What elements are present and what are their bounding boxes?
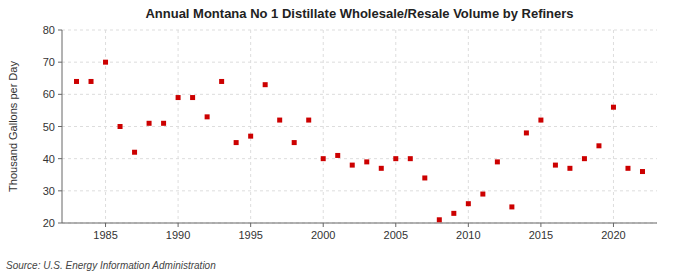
point — [176, 95, 181, 100]
y-tick — [58, 158, 62, 159]
point — [205, 114, 210, 119]
point — [74, 79, 79, 84]
point — [248, 134, 253, 139]
y-grid-line — [62, 158, 657, 159]
point — [161, 121, 166, 126]
y-grid-line — [62, 223, 657, 224]
y-tick — [58, 62, 62, 63]
point — [393, 156, 398, 161]
chart-svg: 1985199019952000200520102015202020304050… — [0, 0, 675, 275]
point — [437, 217, 442, 222]
y-tick-label: 50 — [43, 121, 55, 133]
point — [321, 156, 326, 161]
point — [103, 60, 108, 65]
x-tick-label: 2005 — [384, 229, 408, 241]
point — [408, 156, 413, 161]
source-note: Source: U.S. Energy Information Administ… — [6, 260, 216, 271]
y-tick-label: 80 — [43, 24, 55, 36]
point — [190, 95, 195, 100]
point — [582, 156, 587, 161]
points — [74, 60, 645, 223]
point — [335, 153, 340, 158]
point — [596, 143, 601, 148]
y-axis-label: Thousand Gallons per Day — [7, 61, 19, 192]
point — [277, 118, 282, 123]
x-grid-line — [250, 30, 251, 223]
x-tick-label: 2015 — [529, 229, 553, 241]
point — [495, 159, 500, 164]
point — [132, 150, 137, 155]
y-tick — [58, 30, 62, 31]
x-tick-label: 1995 — [238, 229, 262, 241]
y-tick-label: 30 — [43, 185, 55, 197]
point — [118, 124, 123, 129]
point — [263, 82, 268, 87]
y-tick-label: 70 — [43, 56, 55, 68]
y-tick — [58, 190, 62, 191]
x-grid-line — [468, 30, 469, 223]
y-tick — [58, 94, 62, 95]
point — [509, 204, 514, 209]
x-tick — [178, 223, 179, 227]
y-grid-line — [62, 30, 657, 31]
point — [364, 159, 369, 164]
x-tick — [468, 223, 469, 227]
y-grid-line — [62, 126, 657, 127]
x-grid-line — [540, 30, 541, 223]
x-tick-label: 1990 — [166, 229, 190, 241]
point — [538, 118, 543, 123]
x-grid-line — [323, 30, 324, 223]
point — [219, 79, 224, 84]
x-tick-label: 2000 — [311, 229, 335, 241]
x-tick — [105, 223, 106, 227]
y-tick-label: 20 — [43, 217, 55, 229]
y-tick — [58, 223, 62, 224]
point — [350, 163, 355, 168]
y-tick-label: 40 — [43, 153, 55, 165]
title: Annual Montana No 1 Distillate Wholesale… — [145, 6, 573, 21]
x-grid-line — [395, 30, 396, 223]
chart-container: 1985199019952000200520102015202020304050… — [0, 0, 675, 275]
point — [640, 169, 645, 174]
x-tick-label: 2010 — [456, 229, 480, 241]
point — [553, 163, 558, 168]
point — [567, 166, 572, 171]
x-tick — [613, 223, 614, 227]
point — [611, 105, 616, 110]
x-tick-label: 1985 — [93, 229, 117, 241]
point — [625, 166, 630, 171]
point — [306, 118, 311, 123]
y-grid-line — [62, 94, 657, 95]
x-grid-line — [613, 30, 614, 223]
x-tick-label: 2020 — [601, 229, 625, 241]
x-grid-line — [178, 30, 179, 223]
x-axis-line — [62, 223, 657, 224]
y-tick — [58, 126, 62, 127]
y-tick-label: 60 — [43, 88, 55, 100]
grid — [62, 30, 657, 223]
point — [524, 130, 529, 135]
point — [422, 175, 427, 180]
point — [466, 201, 471, 206]
point — [89, 79, 94, 84]
x-tick — [323, 223, 324, 227]
x-grid-line — [105, 30, 106, 223]
x-tick — [250, 223, 251, 227]
point — [379, 166, 384, 171]
y-grid-line — [62, 190, 657, 191]
x-tick — [540, 223, 541, 227]
axes: 1985199019952000200520102015202020304050… — [43, 24, 626, 241]
y-grid-line — [62, 62, 657, 63]
x-tick — [395, 223, 396, 227]
point — [480, 192, 485, 197]
point — [292, 140, 297, 145]
point — [234, 140, 239, 145]
point — [147, 121, 152, 126]
point — [451, 211, 456, 216]
